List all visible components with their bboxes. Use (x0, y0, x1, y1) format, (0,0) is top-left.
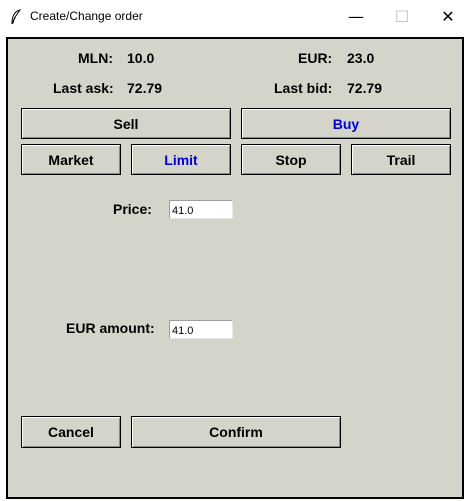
buy-button[interactable]: Buy (241, 108, 451, 139)
minimize-button[interactable]: — (348, 6, 364, 26)
price-input[interactable] (169, 200, 233, 219)
last-ask-label: Last ask: (53, 80, 114, 96)
last-ask-value: 72.79 (127, 80, 163, 96)
price-label: Price: (113, 201, 152, 217)
quote-currency-value: 23.0 (347, 50, 375, 66)
amount-input[interactable] (169, 320, 233, 339)
last-bid-value: 72.79 (347, 80, 383, 96)
last-bid-label: Last bid: (274, 80, 333, 96)
feather-icon (11, 9, 22, 25)
order-form: MLN: 10.0 EUR: 23.0 Last ask: 72.79 Last… (6, 37, 464, 499)
window-title: Create/Change order (30, 9, 143, 23)
stop-order-button[interactable]: Stop (241, 144, 341, 175)
close-button[interactable]: ✕ (441, 6, 455, 26)
base-currency-value: 10.0 (127, 50, 155, 66)
quote-currency-label: EUR: (298, 50, 333, 66)
sell-button[interactable]: Sell (21, 108, 231, 139)
amount-label: EUR amount: (66, 320, 155, 336)
limit-order-button[interactable]: Limit (131, 144, 231, 175)
market-order-button[interactable]: Market (21, 144, 121, 175)
base-currency-label: MLN: (78, 50, 113, 66)
title-bar[interactable]: Create/Change order — ☐ ✕ (0, 0, 469, 34)
trail-order-button[interactable]: Trail (351, 144, 451, 175)
cancel-button[interactable]: Cancel (21, 416, 121, 448)
confirm-button[interactable]: Confirm (131, 416, 341, 448)
maximize-button[interactable]: ☐ (394, 6, 410, 26)
